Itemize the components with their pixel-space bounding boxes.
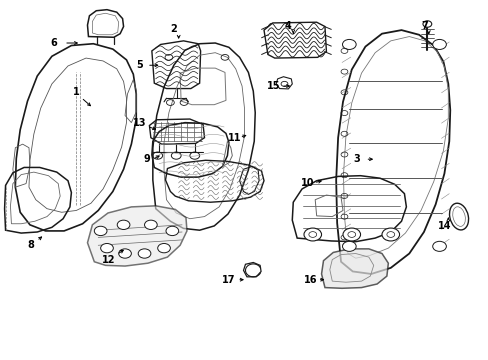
- Circle shape: [165, 226, 178, 235]
- Circle shape: [94, 226, 107, 235]
- Circle shape: [432, 40, 446, 49]
- Text: 14: 14: [437, 221, 450, 231]
- Circle shape: [304, 228, 321, 241]
- Circle shape: [381, 228, 399, 241]
- Polygon shape: [87, 206, 186, 266]
- Text: 11: 11: [227, 133, 241, 143]
- Text: 1: 1: [73, 87, 80, 97]
- Text: 6: 6: [50, 38, 57, 48]
- Text: 3: 3: [352, 154, 359, 164]
- Text: 10: 10: [301, 178, 314, 188]
- Text: 12: 12: [102, 255, 116, 265]
- Text: 4: 4: [285, 21, 291, 31]
- Circle shape: [158, 243, 170, 253]
- Text: 13: 13: [133, 118, 146, 128]
- Circle shape: [101, 243, 113, 253]
- Text: 16: 16: [303, 275, 316, 285]
- Polygon shape: [321, 249, 387, 288]
- Text: 15: 15: [266, 81, 280, 91]
- Text: 7: 7: [421, 21, 427, 31]
- Circle shape: [422, 21, 431, 27]
- Circle shape: [342, 228, 360, 241]
- Text: 2: 2: [170, 24, 177, 35]
- Circle shape: [342, 241, 355, 251]
- Circle shape: [432, 241, 446, 251]
- Text: 17: 17: [222, 275, 235, 285]
- Circle shape: [119, 249, 131, 258]
- Circle shape: [117, 220, 130, 229]
- Circle shape: [144, 220, 157, 229]
- Circle shape: [342, 40, 355, 49]
- Text: 8: 8: [27, 240, 34, 250]
- Circle shape: [138, 249, 151, 258]
- Text: 5: 5: [136, 60, 143, 70]
- Text: 9: 9: [143, 154, 150, 164]
